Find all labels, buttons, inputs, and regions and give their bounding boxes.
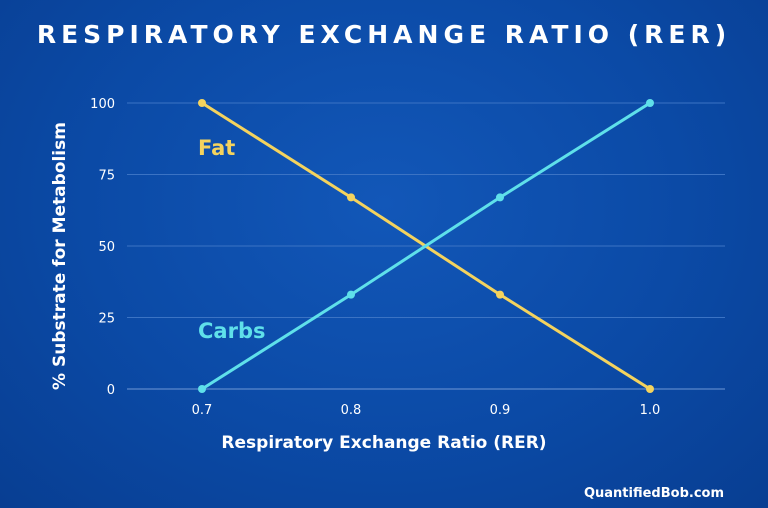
chart-title: RESPIRATORY EXCHANGE RATIO (RER) <box>36 20 732 49</box>
x-axis-label: Respiratory Exchange Ratio (RER) <box>0 433 768 453</box>
data-point-carbs <box>646 99 654 107</box>
data-point-carbs <box>496 193 504 202</box>
y-tick-label: 75 <box>98 169 115 184</box>
series-lines <box>201 101 651 391</box>
data-point-fat <box>646 385 654 393</box>
y-tick-label: 25 <box>98 312 115 327</box>
data-point-fat <box>198 99 206 107</box>
y-tick-label: 100 <box>90 97 115 112</box>
y-tick-label: 50 <box>98 240 115 255</box>
data-point-fat <box>496 290 504 299</box>
x-axis-ticks: 0.7 0.8 0.9 1.0 <box>192 403 661 418</box>
data-point-carbs <box>347 290 355 299</box>
data-point-fat <box>347 193 355 202</box>
series-points <box>198 99 654 393</box>
series-label-fat: Fat <box>198 136 235 160</box>
x-tick-label: 0.8 <box>341 403 362 418</box>
x-tick-label: 1.0 <box>640 403 661 418</box>
series-line-carbs <box>201 101 651 391</box>
x-tick-label: 0.7 <box>192 403 213 418</box>
data-point-carbs <box>198 385 206 393</box>
x-tick-label: 0.9 <box>490 403 511 418</box>
y-tick-label: 0 <box>107 383 115 398</box>
credit-link[interactable]: QuantifiedBob.com <box>583 486 724 501</box>
y-axis-ticks: 0 25 50 75 100 <box>90 97 115 398</box>
x-axis-label-text: Respiratory Exchange Ratio (RER) <box>221 433 547 453</box>
series-label-carbs: Carbs <box>198 319 265 343</box>
y-axis-label: % Substrate for Metabolism <box>50 122 70 390</box>
